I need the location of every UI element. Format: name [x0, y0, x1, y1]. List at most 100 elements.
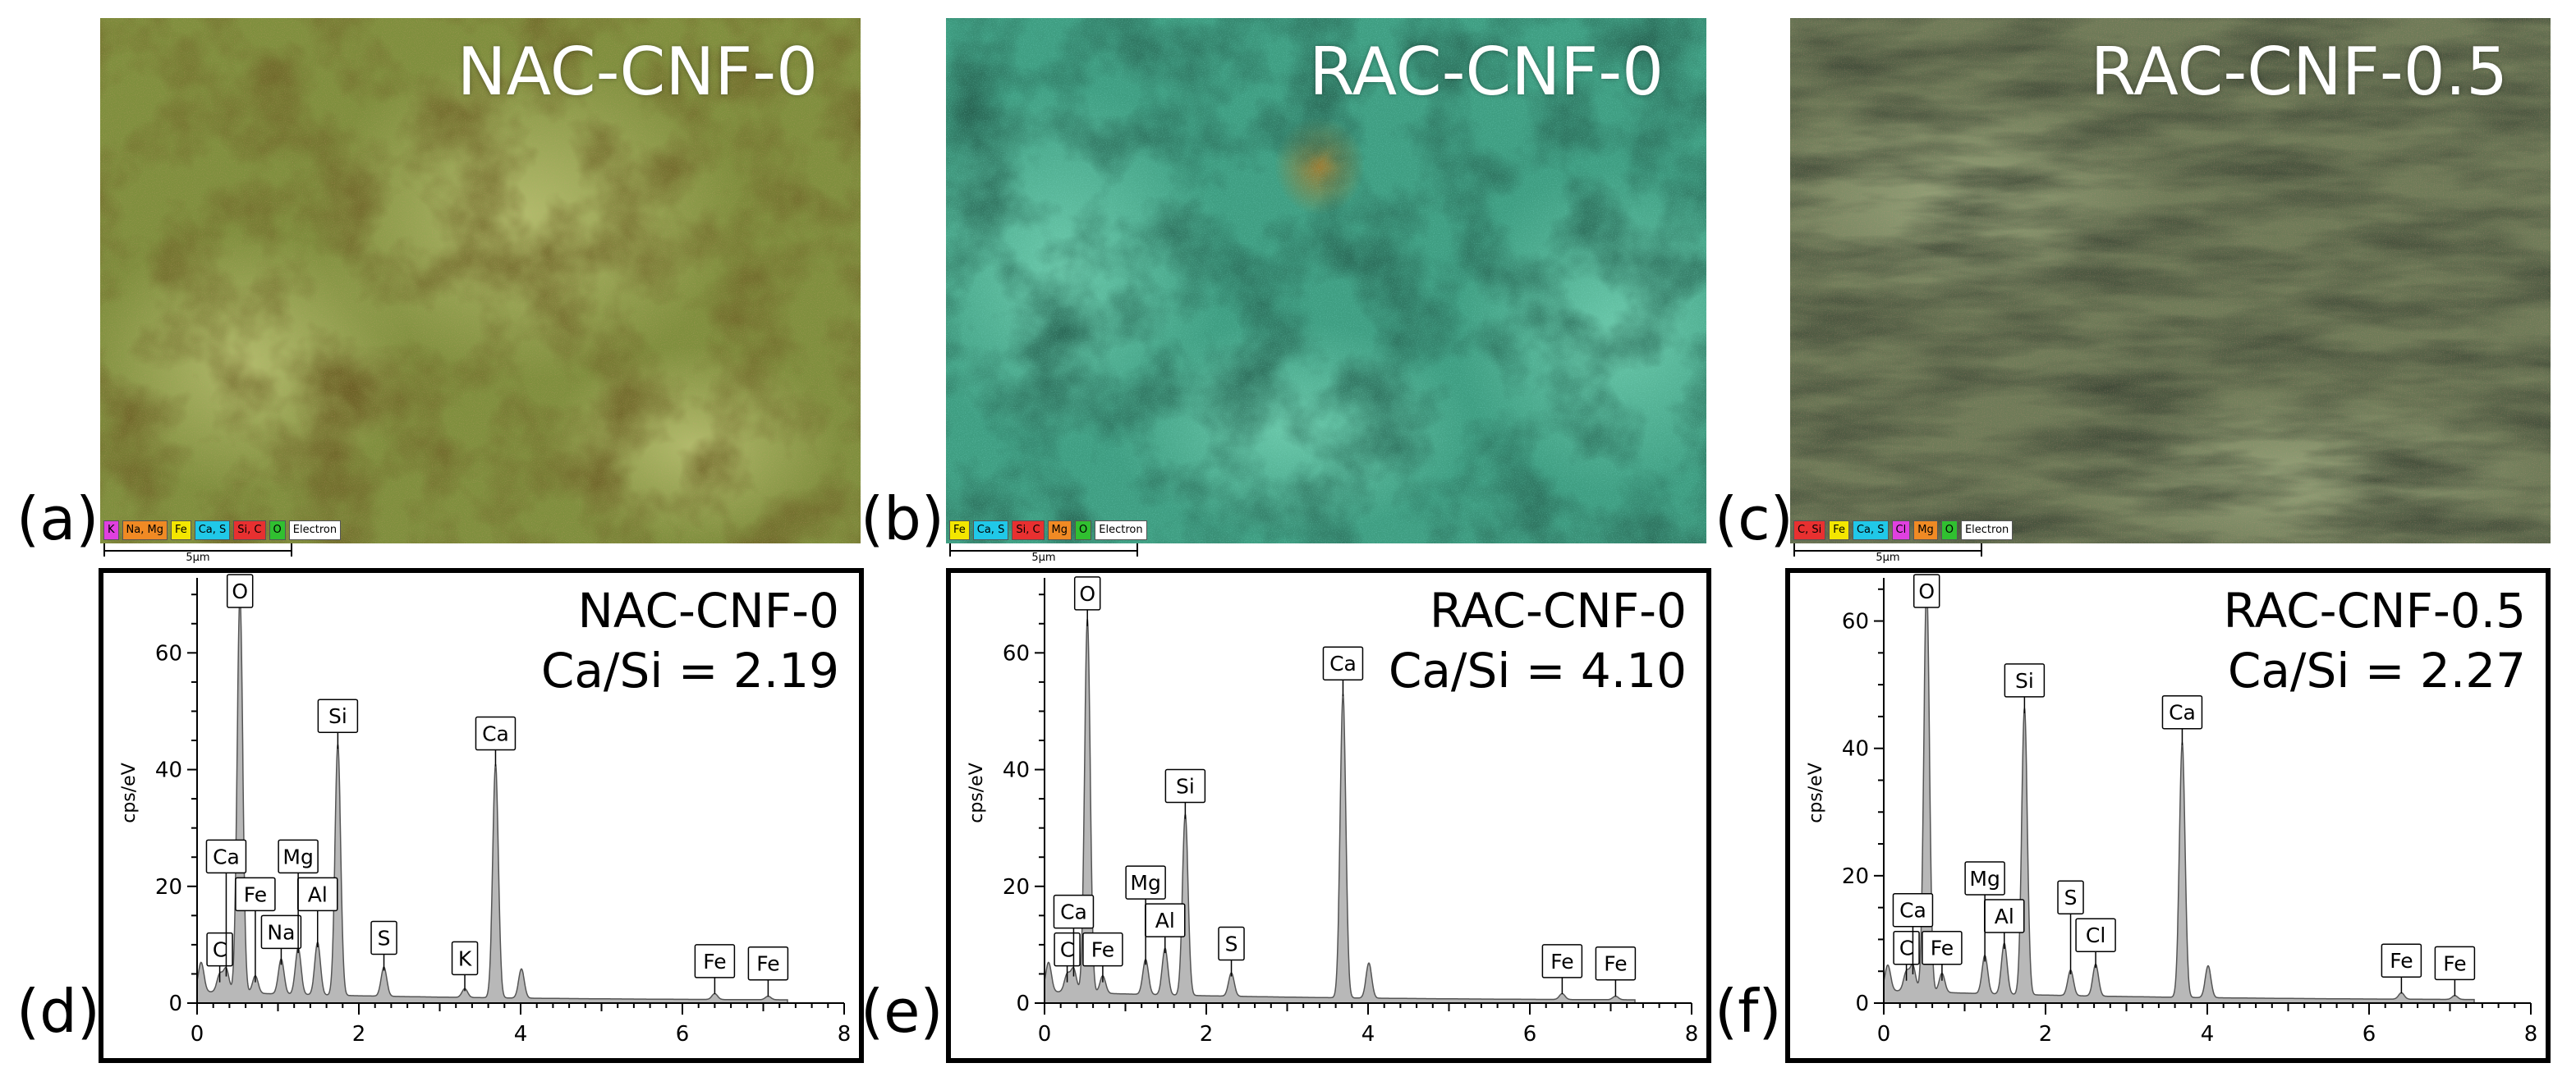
peak-label-si: Si — [317, 699, 359, 749]
svg-text:Ca: Ca — [482, 722, 509, 746]
x-tick-label: 8 — [838, 1022, 852, 1047]
svg-text:Ca: Ca — [213, 845, 240, 868]
y-tick-label: 40 — [1003, 758, 1030, 783]
y-tick-label: 0 — [168, 992, 182, 1016]
x-tick-label: 6 — [676, 1022, 690, 1047]
peak-label-s: S — [370, 920, 397, 971]
svg-text:Si: Si — [1176, 775, 1195, 799]
peak-label-s: S — [1218, 926, 1245, 977]
x-tick-label: 2 — [2039, 1022, 2053, 1047]
y-axis-label: cps/eV — [1806, 763, 1826, 823]
x-tick-label: 6 — [1523, 1022, 1537, 1047]
peak-label-na: Na — [260, 914, 302, 965]
legend-item: Si, C — [1012, 520, 1045, 540]
scale-bar-label: 5µm — [1031, 552, 1056, 564]
y-tick-label: 60 — [1003, 641, 1030, 666]
y-tick-label: 60 — [1842, 610, 1869, 635]
x-tick-label: 2 — [1200, 1022, 1214, 1047]
svg-text:Fe: Fe — [2443, 951, 2466, 975]
eds-spectrum-rac-cnf-0-5: 0 20 40 60 0 2 4 6 8 cps/eV O Si Ca Al Cl Mg C Fe Ca S Fe Fe … — [1785, 568, 2551, 1063]
svg-text:Si: Si — [2015, 669, 2034, 693]
peak-label-fe: Fe — [2381, 943, 2422, 994]
svg-text:S: S — [378, 926, 391, 950]
ca-si-ratio: Ca/Si = 2.19 — [540, 642, 839, 699]
micrograph-title: RAC-CNF-0 — [1309, 34, 1664, 110]
legend-item: O — [1940, 520, 1958, 540]
svg-text:Ca: Ca — [1899, 899, 1926, 923]
svg-text:Al: Al — [308, 882, 328, 906]
legend-item: Cl — [1891, 520, 1911, 540]
svg-text:Fe: Fe — [1604, 952, 1627, 976]
peak-label-ca: Ca — [1053, 894, 1095, 977]
peak-label-al: Al — [1984, 899, 2025, 949]
y-tick-label: 20 — [155, 875, 182, 900]
x-tick-label: 4 — [2201, 1022, 2215, 1047]
peak-label-fe: Fe — [1541, 944, 1583, 994]
svg-text:Si: Si — [328, 704, 347, 728]
svg-text:Ca: Ca — [1060, 900, 1087, 924]
peak-label-ca: Ca — [475, 716, 517, 767]
peak-label-mg: Mg — [1125, 865, 1166, 965]
peak-label-fe: Fe — [1922, 930, 1963, 981]
element-legend: Fe Ca, S Si, C Mg O Electron — [949, 520, 1147, 540]
svg-text:S: S — [1225, 932, 1238, 956]
spectrum-annotation: RAC-CNF-0.5 Ca/Si = 2.27 — [2224, 581, 2526, 700]
svg-text:S: S — [2064, 886, 2078, 910]
spectrum-series — [1044, 619, 1636, 1004]
spectrum-title: NAC-CNF-0 — [577, 583, 839, 639]
spectrum-frame — [1785, 568, 2551, 1063]
panel-label-f: (f) — [1715, 977, 1782, 1046]
x-tick-label: 4 — [514, 1022, 528, 1047]
svg-text:O: O — [1918, 580, 1935, 603]
element-legend: C, Si Fe Ca, S Cl Mg O Electron — [1793, 520, 2014, 540]
peak-label-si: Si — [2004, 663, 2046, 713]
svg-text:C: C — [1899, 937, 1913, 960]
peak-label-k: K — [451, 941, 479, 992]
micrograph-texture — [946, 18, 1706, 543]
micrograph-title: NAC-CNF-0 — [457, 34, 818, 110]
micrograph-texture — [1790, 18, 2551, 543]
panel-label-d: (d) — [16, 977, 100, 1046]
ca-si-ratio: Ca/Si = 2.27 — [2227, 642, 2526, 699]
spectrum-title: RAC-CNF-0 — [1429, 583, 1687, 639]
svg-text:C: C — [1060, 938, 1074, 962]
peak-label-al: Al — [1145, 903, 1186, 954]
y-tick-label: 20 — [1842, 864, 1869, 889]
eds-spectrum-rac-cnf-0: 0 20 40 60 0 2 4 6 8 cps/eV O Ca Si Al Mg C Fe Ca S Fe Fe RA… — [946, 568, 1711, 1063]
legend-item: Ca, S — [194, 520, 231, 540]
element-legend: K Na, Mg Fe Ca, S Si, C O Electron — [103, 520, 342, 540]
legend-item: Ca, S — [1852, 520, 1889, 540]
peak-label-ca: Ca — [205, 839, 247, 977]
peak-label-o: O — [1912, 574, 1940, 608]
scale-bar-label: 5µm — [186, 552, 210, 564]
svg-text:Mg: Mg — [1130, 871, 1160, 895]
svg-text:Al: Al — [1155, 909, 1175, 932]
y-axis-label: cps/eV — [119, 763, 140, 823]
svg-text:Mg: Mg — [282, 845, 313, 868]
x-tick-label: 0 — [1038, 1022, 1052, 1047]
svg-text:C: C — [213, 938, 227, 962]
eds-spectrum-nac-cnf-0: 0 20 40 60 0 2 4 6 8 cps/eV O Si Ca Na Al Mg C Fe Ca S K Fe Fe… — [99, 568, 864, 1063]
x-tick-label: 8 — [2524, 1022, 2538, 1047]
spectrum-annotation: NAC-CNF-0 Ca/Si = 2.19 — [541, 581, 839, 700]
legend-item: Fe — [1829, 520, 1849, 540]
legend-item: C, Si — [1793, 520, 1826, 540]
scale-bar: 5µm — [103, 543, 292, 565]
scale-bar: 5µm — [1793, 543, 1982, 565]
peak-label-mg: Mg — [1964, 861, 2005, 962]
legend-item: Mg — [1913, 520, 1938, 540]
svg-text:Ca: Ca — [2169, 701, 2196, 725]
peak-label-s: S — [2057, 880, 2084, 974]
legend-item: K — [103, 520, 119, 540]
spectrum-frame — [99, 568, 864, 1063]
legend-item: Mg — [1047, 520, 1072, 540]
svg-text:Mg: Mg — [1969, 867, 2000, 891]
y-tick-label: 0 — [1016, 992, 1030, 1016]
peak-label-fe: Fe — [747, 946, 789, 997]
panel-label-b: (b) — [861, 484, 944, 553]
legend-item: O — [1075, 520, 1092, 540]
legend-item: Ca, S — [972, 520, 1009, 540]
y-axis-label: cps/eV — [967, 763, 987, 823]
